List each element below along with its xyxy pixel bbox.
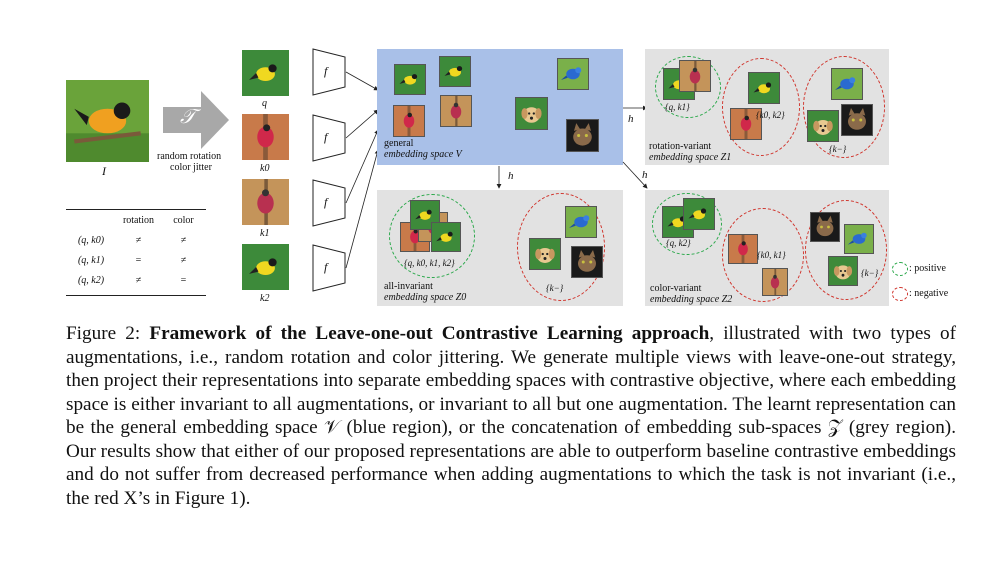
embedding-image: [841, 104, 873, 136]
figure-caption: Figure 2: Framework of the Leave-one-out…: [66, 322, 956, 510]
embedding-image: [571, 246, 603, 278]
encoder-f-3: [312, 179, 346, 227]
general-space-label-1: general: [384, 138, 414, 149]
embedding-image: [828, 256, 858, 286]
negative-cluster: [517, 193, 605, 301]
projection-label: h: [628, 113, 634, 125]
caption-label: Figure 2:: [66, 323, 141, 344]
view-k0-image: [242, 114, 289, 160]
input-label: I: [102, 164, 106, 178]
legend-negative-icon: [892, 287, 908, 301]
embedding-image: [728, 234, 758, 264]
encoder-label: f: [324, 64, 328, 78]
general-space-label-2: embedding space V: [384, 149, 462, 160]
aug-table-header: [66, 210, 116, 230]
negative-cluster: [805, 200, 887, 300]
color-space-label-2: embedding space Z2: [650, 294, 733, 305]
projection-arrows: [496, 105, 648, 189]
aug-table-top-rule: [66, 209, 206, 210]
positive-cluster: [389, 194, 475, 278]
embedding-image: [565, 206, 597, 238]
view-label: k2: [260, 293, 270, 304]
embedding-image: [844, 224, 874, 254]
invariant-space-label-1: all-invariant: [384, 281, 433, 292]
embedding-image: [557, 58, 589, 90]
embedding-image: [440, 95, 472, 127]
embedding-image: [683, 198, 715, 230]
encoder-label: f: [324, 195, 328, 209]
set-label: {k−}: [861, 268, 879, 278]
embedding-image: [807, 110, 839, 142]
projection-label: h: [508, 170, 514, 182]
view-k2-image: [242, 244, 289, 290]
embedding-image: [431, 222, 461, 252]
legend-positive-icon: [892, 262, 908, 276]
embedding-image: [730, 108, 762, 140]
set-label: {k−}: [546, 283, 564, 293]
legend-negative-label: : negative: [909, 288, 949, 299]
view-label: q: [262, 98, 267, 109]
encoder-arrows: [345, 71, 380, 269]
embedding-image: [439, 56, 471, 87]
aug-table-cell: =: [180, 274, 187, 286]
aug-table-cell: (q, k0): [77, 234, 105, 246]
aug-table-bottom-rule: [66, 295, 206, 296]
invariant-space-label-2: embedding space Z0: [384, 292, 467, 303]
aug-table-header: rotation: [122, 214, 155, 226]
rotation-space-label-2: embedding space Z1: [649, 152, 732, 163]
aug-table-header: color: [173, 214, 194, 226]
projection-label: h: [642, 169, 648, 181]
negative-cluster: [722, 58, 800, 156]
embedding-image: [762, 268, 788, 296]
color-space-label-1: color-variant: [650, 283, 702, 294]
positive-cluster: [652, 193, 722, 255]
rotation-space-label-1: rotation-variant: [649, 141, 712, 152]
negative-cluster: [722, 208, 804, 302]
embedding-image: [831, 68, 863, 100]
embedding-image: [679, 60, 711, 92]
aug-table-cell: (q, k1): [77, 254, 105, 266]
set-label: {k0, k1}: [757, 250, 786, 260]
augmentation-table: rotation color (q, k0) ≠ ≠ (q, k1) = ≠ (…: [66, 210, 206, 290]
set-label: {q, k2}: [666, 238, 691, 248]
view-q-image: [242, 50, 289, 96]
embedding-image: [515, 97, 548, 130]
transform-line1: random rotation: [157, 151, 222, 162]
encoder-label: f: [324, 130, 328, 144]
transform-line2: color jitter: [170, 162, 212, 173]
positive-cluster: [655, 56, 721, 118]
embedding-image: [410, 200, 440, 230]
legend-positive-label: : positive: [909, 263, 946, 274]
transform-arrow: [163, 91, 229, 149]
aug-table-cell: ≠: [135, 274, 142, 286]
encoder-f-4: [312, 244, 346, 292]
encoder-label: f: [324, 260, 328, 274]
embedding-image: [529, 238, 561, 270]
embedding-image: [748, 72, 780, 104]
view-label: k1: [260, 228, 270, 239]
set-label: {k−}: [829, 144, 847, 154]
embedding-image: [394, 64, 426, 95]
set-label: {q, k1}: [665, 102, 690, 112]
aug-table-cell: (q, k2): [77, 274, 105, 286]
embedding-image: [393, 105, 425, 137]
view-k1-image: [242, 179, 289, 225]
view-label: k0: [260, 163, 270, 174]
negative-cluster: [803, 56, 885, 158]
caption-title: Framework of the Leave-one-out Contrasti…: [149, 323, 710, 344]
transform-symbol: 𝒯: [180, 106, 196, 128]
aug-table-cell: ≠: [180, 234, 187, 246]
input-image: [66, 80, 149, 162]
set-label: {q, k0, k1, k2}: [404, 258, 455, 268]
encoder-f-1: [312, 48, 346, 96]
aug-table-cell: =: [135, 254, 142, 266]
encoder-f-2: [312, 114, 346, 162]
set-label: {k0, k2}: [756, 110, 785, 120]
aug-table-cell: ≠: [135, 234, 142, 246]
embedding-image: [810, 212, 840, 242]
embedding-image: [566, 119, 599, 152]
aug-table-cell: ≠: [180, 254, 187, 266]
caption-body: , illustrated with two types of augmenta…: [66, 323, 956, 509]
